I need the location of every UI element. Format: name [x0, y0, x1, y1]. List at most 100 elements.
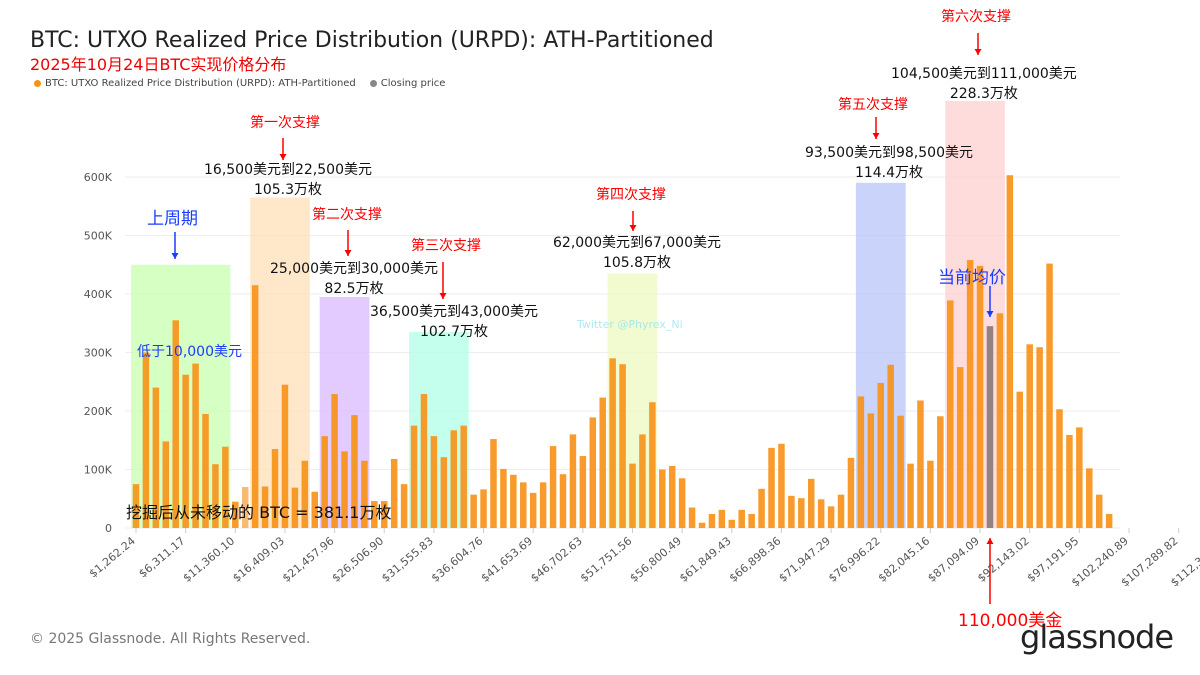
x-tick-label: $31,555.83: [379, 534, 436, 584]
support-3-range: 36,500美元到43,000美元 102.7万枚: [370, 302, 538, 342]
legend: BTC: UTXO Realized Price Distribution (U…: [34, 78, 445, 90]
bar: [1026, 344, 1033, 528]
bar: [798, 498, 805, 528]
bar: [976, 265, 984, 528]
arrowhead-icon: [974, 49, 982, 55]
range-text: 36,500美元到43,000美元: [370, 304, 538, 320]
y-tick-label: 600K: [84, 171, 113, 184]
x-tick-label: $26,506.90: [330, 534, 387, 584]
x-tick-label: $61,849.43: [677, 534, 734, 584]
range-text: 93,500美元到98,500美元: [805, 145, 973, 161]
bar: [450, 430, 458, 528]
highlight-band: [250, 197, 310, 528]
arrowhead-icon: [171, 253, 179, 259]
bar: [966, 260, 974, 528]
bar: [1066, 434, 1073, 528]
x-tick-label: $46,702.63: [528, 534, 585, 584]
arrowhead-icon: [279, 154, 287, 160]
label-support-4: 第四次支撑: [596, 187, 666, 203]
bar: [549, 446, 557, 528]
arrowhead-icon: [439, 293, 447, 299]
bar: [271, 449, 279, 528]
chart-subtitle: 2025年10月24日BTC实现价格分布: [30, 55, 287, 74]
x-tick-label: $36,604.76: [429, 534, 486, 584]
x-tick-label: $66,898.36: [727, 534, 784, 584]
bar: [1016, 391, 1024, 528]
x-tick-label: $87,094.09: [925, 534, 982, 584]
bar: [847, 457, 855, 528]
bar: [142, 352, 150, 528]
bar: [420, 394, 428, 528]
bar: [480, 489, 487, 528]
legend-label: Closing price: [380, 78, 446, 89]
closing-price-bar: [986, 326, 994, 528]
bar: [649, 402, 656, 528]
bar: [1086, 468, 1093, 528]
bar: [371, 501, 378, 528]
bar: [609, 358, 616, 528]
label-support-5: 第五次支撑: [838, 97, 908, 113]
y-tick-label: 300K: [84, 347, 113, 360]
support-6-range: 104,500美元到111,000美元 228.3万枚: [891, 64, 1077, 104]
bar: [410, 425, 418, 528]
y-tick-label: 100K: [84, 464, 113, 477]
legend-item-urpd[interactable]: BTC: UTXO Realized Price Distribution (U…: [34, 78, 356, 90]
range-text: 62,000美元到67,000美元: [553, 235, 721, 251]
bar: [529, 492, 537, 528]
bar: [182, 374, 189, 528]
y-tick-label: 500K: [84, 230, 113, 243]
bar: [430, 436, 438, 528]
x-tick-label: $16,409.03: [230, 534, 287, 584]
arrowhead-icon: [986, 538, 994, 544]
y-tick-label: 400K: [84, 288, 113, 301]
grey-dot-icon: [369, 79, 377, 87]
x-tick-label: $6,311.17: [136, 534, 187, 580]
amount-text: 102.7万枚: [419, 324, 489, 340]
bar: [251, 285, 259, 528]
bar: [261, 486, 269, 528]
bar: [1006, 175, 1014, 528]
x-tick-label: $51,751.56: [578, 534, 635, 584]
x-tick-label: $11,360.10: [181, 534, 238, 584]
bar: [1036, 347, 1043, 528]
x-tick-label: $56,800.49: [627, 534, 684, 584]
bar: [520, 482, 527, 528]
support-1-range: 16,500美元到22,500美元 105.3万枚: [204, 160, 372, 200]
bar: [907, 463, 914, 528]
label-below-10k: 低于10,000美元: [137, 344, 242, 360]
label-support-6: 第六次支撑: [941, 9, 1011, 25]
bar: [708, 513, 716, 528]
x-tick-label: $41,653.69: [479, 534, 536, 584]
bar: [301, 460, 309, 528]
bar: [927, 460, 934, 528]
bar: [1056, 409, 1063, 528]
bar: [1105, 513, 1113, 528]
bar: [599, 397, 606, 528]
bar: [678, 478, 686, 528]
bar: [470, 494, 477, 528]
bar: [212, 464, 219, 528]
amount-text: 228.3万枚: [949, 86, 1018, 102]
label-support-1: 第一次支撑: [250, 115, 320, 131]
bar: [381, 501, 388, 528]
bar: [629, 463, 636, 528]
x-tick-label: $92,143.02: [975, 534, 1032, 584]
range-text: 25,000美元到30,000美元: [270, 261, 438, 277]
support-2-range: 25,000美元到30,000美元 82.5万枚: [270, 259, 438, 299]
arrowhead-icon: [986, 311, 994, 317]
label-unmoved-btc: 挖掘后从未移动的 BTC = 381.1万枚: [126, 503, 392, 522]
bar: [877, 382, 884, 528]
bar: [698, 522, 706, 528]
bar: [361, 460, 368, 528]
bar: [232, 501, 239, 528]
bar: [937, 416, 944, 528]
bar: [897, 415, 904, 528]
arrowhead-icon: [629, 225, 637, 231]
bar: [162, 441, 170, 528]
legend-item-closing[interactable]: Closing price: [369, 78, 446, 90]
bar: [807, 478, 815, 528]
bar: [539, 482, 547, 528]
bar: [768, 447, 775, 528]
bar: [639, 434, 646, 528]
bar: [291, 487, 299, 528]
